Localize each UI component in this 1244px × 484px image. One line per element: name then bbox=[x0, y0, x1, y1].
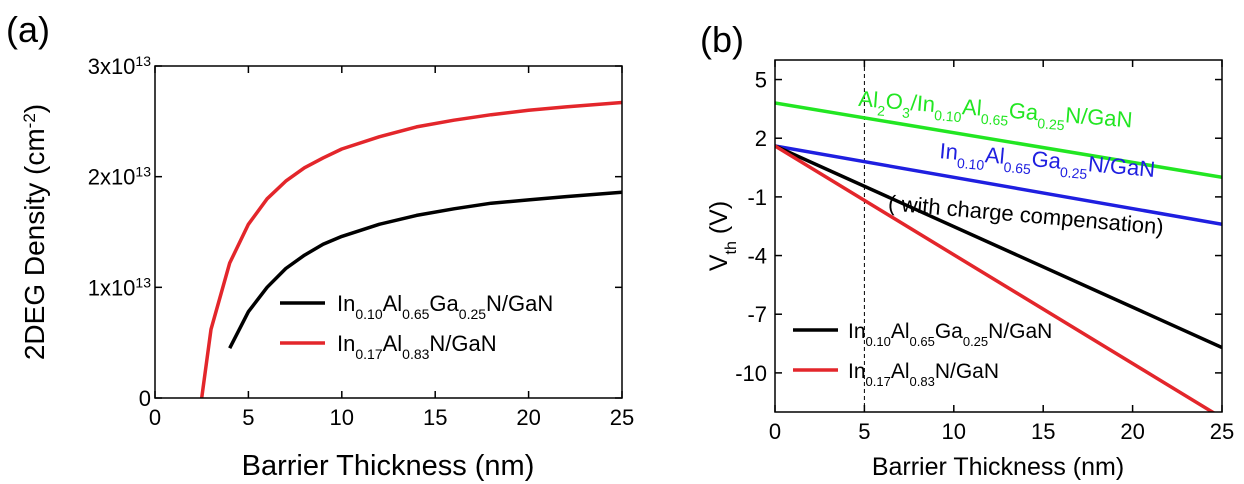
x-axis-label-b: Barrier Thickness (nm) bbox=[872, 453, 1124, 481]
y-tick-label-b: 5 bbox=[755, 68, 767, 93]
y-tick-label-a: 0 bbox=[139, 386, 151, 411]
x-tick-label-a: 25 bbox=[610, 405, 634, 430]
x-tick-label-a: 5 bbox=[242, 405, 254, 430]
x-tick-label-a: 20 bbox=[516, 405, 540, 430]
x-tick-label-b: 15 bbox=[1031, 419, 1055, 444]
series-annotation-0: Al2O3/In0.10Al0.65Ga0.25N/GaN bbox=[857, 86, 1133, 138]
y-tick-label-a: 2x1013 bbox=[88, 164, 152, 190]
x-tick-label-a: 15 bbox=[423, 405, 447, 430]
y-axis-label-a: 2DEG Density (cm-2) bbox=[19, 104, 50, 360]
legend-entry-b: In0.10Al0.65Ga0.25N/GaN bbox=[848, 320, 1052, 349]
panel-a-label: (a) bbox=[6, 9, 50, 50]
series-line-0 bbox=[775, 101, 1222, 180]
x-tick-label-a: 0 bbox=[149, 405, 161, 430]
y-axis-label-b: Vth (V) bbox=[705, 201, 740, 271]
series-annotation-1: In0.10Al0.65Ga0.25N/GaN bbox=[938, 138, 1156, 188]
y-tick-label-b: -7 bbox=[747, 302, 767, 327]
series-line-3 bbox=[775, 144, 1216, 412]
panel-b-label: (b) bbox=[700, 19, 744, 60]
x-tick-label-b: 25 bbox=[1210, 419, 1234, 444]
legend-entry-b: In0.17Al0.83N/GaN bbox=[848, 360, 999, 389]
legend-entry-a: In0.17Al0.83N/GaN bbox=[337, 331, 497, 362]
y-tick-label-b: -4 bbox=[747, 244, 767, 269]
x-tick-label-b: 5 bbox=[858, 419, 870, 444]
plot-frame-a bbox=[154, 65, 623, 399]
series-line-1 bbox=[199, 100, 622, 398]
panel-b: (b) 0 5 10 15 20 25 5 2 -1 -4 -7 -10 Al2O3/In0.10Al… bbox=[700, 19, 1234, 481]
panel-a: (a) 0 5 10 15 20 25 0 1x1013 2x1013 3x1013 In0.10… bbox=[6, 9, 634, 482]
plot-frame-b bbox=[774, 59, 1223, 413]
series-line-1 bbox=[775, 144, 1222, 227]
series-line-2 bbox=[775, 144, 1222, 350]
y-tick-label-a: 3x1013 bbox=[88, 53, 152, 79]
y-tick-label-a: 1x1013 bbox=[88, 274, 152, 300]
x-tick-label-b: 0 bbox=[769, 419, 781, 444]
x-tick-label-b: 20 bbox=[1120, 419, 1144, 444]
series-line-0 bbox=[228, 190, 622, 349]
y-tick-label-b: 2 bbox=[755, 126, 767, 151]
x-axis-label-a: Barrier Thickness (nm) bbox=[242, 450, 535, 482]
x-tick-label-b: 10 bbox=[942, 419, 966, 444]
series-annotation-note-1: ( with charge compensation) bbox=[887, 190, 1164, 239]
y-tick-label-b: -10 bbox=[735, 361, 767, 386]
x-tick-label-a: 10 bbox=[330, 405, 354, 430]
y-tick-label-b: -1 bbox=[747, 185, 767, 210]
legend-entry-a: In0.10Al0.65Ga0.25N/GaN bbox=[337, 291, 553, 322]
